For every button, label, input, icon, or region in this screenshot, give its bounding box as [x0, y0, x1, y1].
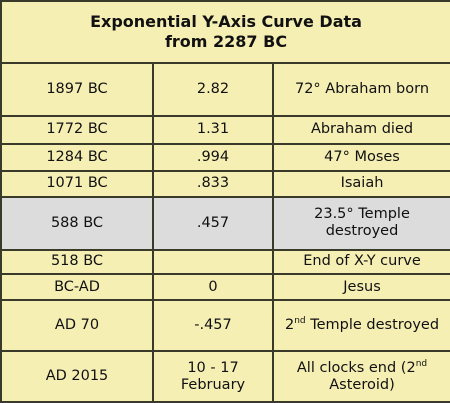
table-cell: 2.82: [152, 62, 274, 117]
table-cell: 1772 BC: [0, 114, 154, 146]
cell-text: 10 - 17 February: [180, 359, 246, 393]
cell-text: 1284 BC: [46, 148, 108, 165]
title: Exponential Y-Axis Curve Data: [90, 12, 362, 31]
table-cell: 518 BC: [0, 248, 154, 276]
cell-text: Jesus: [343, 278, 381, 295]
table-row: AD 2015 10 - 17 February All clocks end (2…: [0, 350, 450, 403]
cell-text: 1897 BC: [46, 80, 108, 97]
cell-text: 1.31: [196, 121, 230, 138]
cell-text: .994: [196, 148, 230, 165]
cell-text: AD 2015: [45, 368, 109, 385]
table-cell: AD 70: [0, 299, 154, 353]
table-cell: All clocks end (2nd Asteroid): [271, 350, 450, 403]
table-header: Exponential Y-Axis Curve Data from 2287 …: [0, 0, 450, 64]
cell-text: 588 BC: [50, 214, 104, 231]
title-cell: Exponential Y-Axis Curve Data from 2287 …: [0, 0, 450, 64]
cell-text: 518 BC: [50, 253, 104, 270]
table-cell: AD 2015: [0, 350, 154, 403]
cell-text: 72° Abraham born: [294, 80, 430, 97]
table-cell: 588 BC: [0, 195, 154, 251]
cell-text: 47° Moses: [324, 148, 400, 165]
cell-text: 1071 BC: [46, 175, 108, 192]
table-row: 1772 BC 1.31 Abraham died: [0, 114, 450, 146]
table-cell: 1071 BC: [0, 169, 154, 198]
cell-text: BC-AD: [54, 278, 100, 295]
table-cell: 72° Abraham born: [271, 62, 450, 117]
table-cell: 0: [152, 273, 274, 302]
superscript: nd: [415, 358, 428, 369]
table-row: AD 70 -.457 2nd Temple destroyed: [0, 299, 450, 353]
cell-text: 1772 BC: [46, 121, 108, 138]
cell-text: 0: [208, 278, 218, 295]
subtitle: from 2287 BC: [164, 32, 288, 51]
table-cell: .833: [152, 169, 274, 198]
table-cell: Jesus: [271, 273, 450, 302]
cell-text: 2: [406, 359, 416, 376]
table-row: 1071 BC .833 Isaiah: [0, 169, 450, 198]
table-cell: 1284 BC: [0, 143, 154, 172]
table-cell: BC-AD: [0, 273, 154, 302]
cell-text: End of X-Y curve: [303, 253, 421, 270]
table-cell: Isaiah: [271, 169, 450, 198]
table-row: 518 BC End of X-Y curve: [0, 248, 450, 276]
table-cell: End of X-Y curve: [271, 248, 450, 276]
table-cell: 2nd Temple destroyed: [271, 299, 450, 353]
title-row: Exponential Y-Axis Curve Data from 2287 …: [0, 0, 450, 64]
cell-text: Asteroid): [329, 376, 395, 393]
table-row: 1897 BC 2.82 72° Abraham born: [0, 62, 450, 117]
table-cell: .457: [152, 195, 274, 251]
cell-text: .833: [196, 175, 230, 192]
superscript: nd: [294, 316, 306, 327]
cell-text: -.457: [194, 317, 232, 334]
table-body: 1897 BC 2.82 72° Abraham born 1772 BC 1.31 Ab…: [0, 62, 450, 403]
table-cell: 47° Moses: [271, 143, 450, 172]
cell-text: 2.82: [196, 80, 230, 97]
cell-text: 23.5° Temple destroyed: [314, 206, 410, 240]
cell-text: Abraham died: [310, 121, 414, 138]
cell-text: 2: [284, 317, 295, 334]
table-cell: [152, 248, 274, 276]
table-cell: 1897 BC: [0, 62, 154, 117]
table-cell: 10 - 17 February: [152, 350, 274, 403]
table-cell: Abraham died: [271, 114, 450, 146]
table-cell: 23.5° Temple destroyed: [271, 195, 450, 251]
cell-text: Isaiah: [340, 175, 384, 192]
table-cell: -.457: [152, 299, 274, 353]
table-cell: .994: [152, 143, 274, 172]
cell-text: All clocks end (: [296, 359, 407, 376]
table-row: BC-AD 0 Jesus: [0, 273, 450, 302]
cell-text: AD 70: [54, 317, 100, 334]
table-cell: 1.31: [152, 114, 274, 146]
cell-text: .457: [196, 214, 230, 231]
table-row: 588 BC .457 23.5° Temple destroyed: [0, 195, 450, 251]
cell-text: Temple destroyed: [305, 317, 440, 334]
table-row: 1284 BC .994 47° Moses: [0, 143, 450, 172]
